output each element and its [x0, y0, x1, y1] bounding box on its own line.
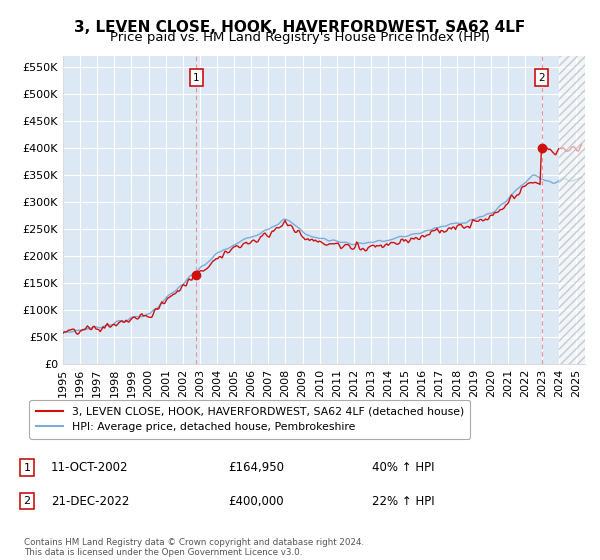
Text: 3, LEVEN CLOSE, HOOK, HAVERFORDWEST, SA62 4LF: 3, LEVEN CLOSE, HOOK, HAVERFORDWEST, SA6…	[74, 20, 526, 35]
Text: £164,950: £164,950	[228, 461, 284, 474]
Text: 1: 1	[193, 73, 200, 83]
Text: 22% ↑ HPI: 22% ↑ HPI	[372, 494, 434, 508]
Text: 40% ↑ HPI: 40% ↑ HPI	[372, 461, 434, 474]
Text: Price paid vs. HM Land Registry's House Price Index (HPI): Price paid vs. HM Land Registry's House …	[110, 31, 490, 44]
Text: Contains HM Land Registry data © Crown copyright and database right 2024.
This d: Contains HM Land Registry data © Crown c…	[24, 538, 364, 557]
Text: 2: 2	[538, 73, 545, 83]
Text: 2: 2	[23, 496, 31, 506]
Legend: 3, LEVEN CLOSE, HOOK, HAVERFORDWEST, SA62 4LF (detached house), HPI: Average pri: 3, LEVEN CLOSE, HOOK, HAVERFORDWEST, SA6…	[29, 400, 470, 438]
Text: 11-OCT-2002: 11-OCT-2002	[51, 461, 128, 474]
Text: 21-DEC-2022: 21-DEC-2022	[51, 494, 130, 508]
Text: £400,000: £400,000	[228, 494, 284, 508]
Bar	[559, 56, 585, 364]
Text: 1: 1	[23, 463, 31, 473]
